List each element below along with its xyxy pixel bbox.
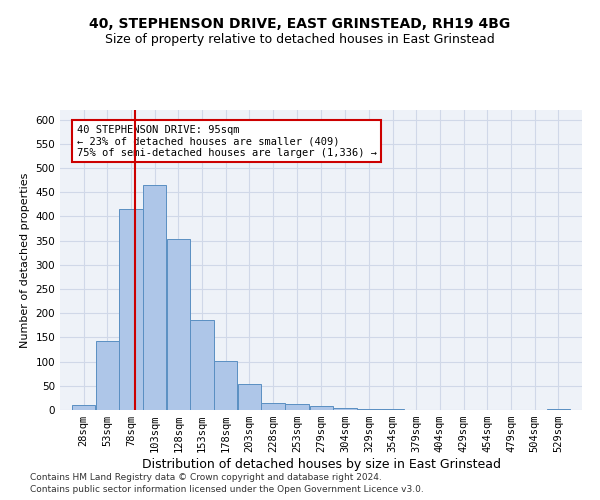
Text: Size of property relative to detached houses in East Grinstead: Size of property relative to detached ho…	[105, 32, 495, 46]
Bar	[72, 405, 95, 410]
Bar	[310, 406, 333, 410]
Bar	[214, 360, 238, 410]
Bar	[381, 408, 404, 410]
Text: Contains public sector information licensed under the Open Government Licence v3: Contains public sector information licen…	[30, 485, 424, 494]
Bar	[357, 408, 380, 410]
Bar	[547, 408, 570, 410]
Text: 40, STEPHENSON DRIVE, EAST GRINSTEAD, RH19 4BG: 40, STEPHENSON DRIVE, EAST GRINSTEAD, RH…	[89, 18, 511, 32]
Bar	[190, 320, 214, 410]
Text: Contains HM Land Registry data © Crown copyright and database right 2024.: Contains HM Land Registry data © Crown c…	[30, 472, 382, 482]
Bar	[262, 402, 285, 410]
X-axis label: Distribution of detached houses by size in East Grinstead: Distribution of detached houses by size …	[142, 458, 500, 471]
Bar	[95, 341, 119, 410]
Bar	[285, 404, 308, 410]
Bar	[238, 384, 261, 410]
Y-axis label: Number of detached properties: Number of detached properties	[20, 172, 30, 348]
Text: 40 STEPHENSON DRIVE: 95sqm
← 23% of detached houses are smaller (409)
75% of sem: 40 STEPHENSON DRIVE: 95sqm ← 23% of deta…	[77, 124, 377, 158]
Bar	[143, 185, 166, 410]
Bar	[119, 209, 143, 410]
Bar	[334, 408, 357, 410]
Bar	[167, 239, 190, 410]
